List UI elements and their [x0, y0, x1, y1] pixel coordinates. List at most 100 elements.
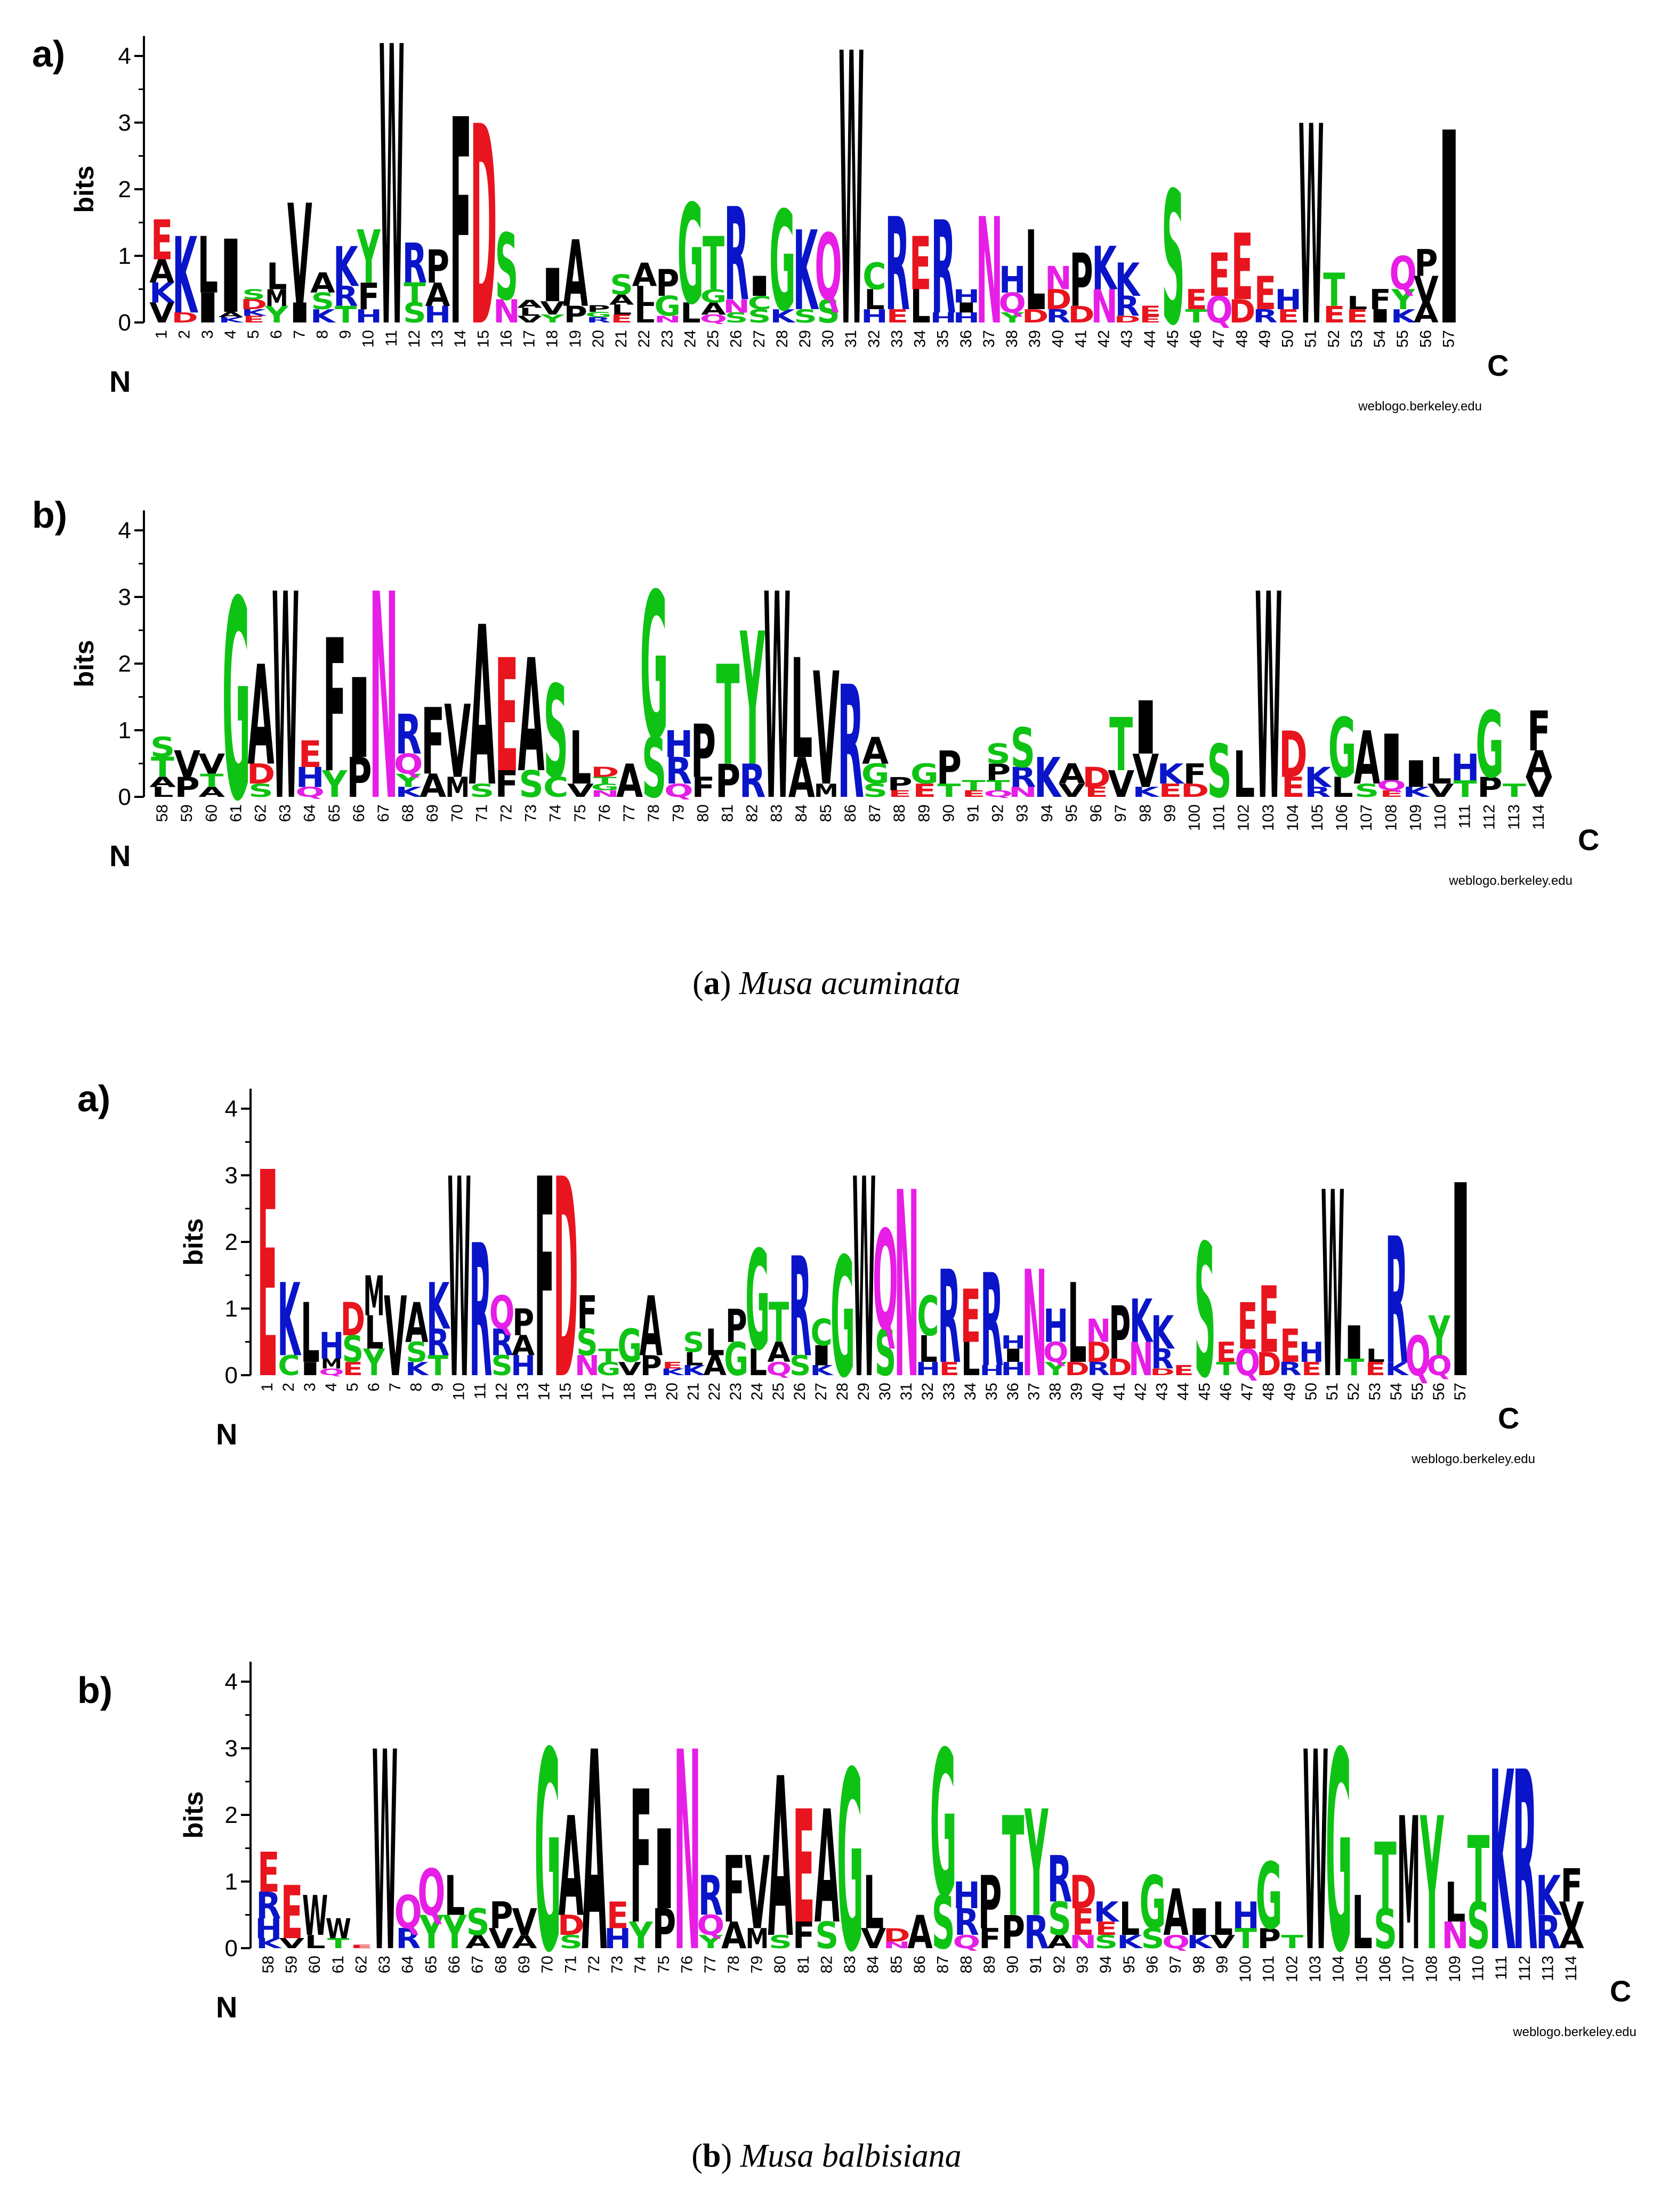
logo-letter: K: [661, 1367, 686, 1377]
n-terminus-label: N: [109, 839, 131, 873]
logo-letter: L: [1366, 1345, 1385, 1366]
logo-letter: D: [1069, 1866, 1096, 1919]
logo-letter: P: [1257, 1924, 1281, 1955]
position-label: 9: [337, 330, 354, 339]
logo-letter: S: [725, 310, 748, 326]
position-label: 21: [684, 1383, 702, 1400]
position-label: 96: [1087, 804, 1105, 822]
logo-letter: V: [1414, 269, 1439, 312]
logo-letter: K: [1130, 1287, 1154, 1356]
logo-letter: H: [953, 310, 980, 326]
position-label: 80: [771, 1956, 789, 1973]
logo-letter: D: [1068, 302, 1094, 328]
logo-letter: V: [517, 314, 543, 325]
logo-letter: R: [980, 1247, 1003, 1396]
logo-letter: H: [604, 1924, 631, 1955]
logo-letter: D: [1082, 762, 1111, 794]
logo-letter: K: [1094, 1897, 1120, 1928]
position-label: 13: [429, 330, 446, 348]
position-label: 79: [670, 804, 687, 822]
logo-letter: P: [986, 759, 1011, 786]
position-label: 51: [1302, 330, 1320, 348]
position-label: 68: [399, 804, 417, 822]
position-label: 11: [383, 330, 400, 346]
y-tick-label: 3: [225, 1735, 238, 1762]
logo-letter: A: [517, 297, 542, 310]
position-label: 89: [981, 1956, 998, 1973]
logo-letter: A: [1559, 1924, 1585, 1955]
position-label: 76: [679, 1956, 696, 1973]
logo-letter: R: [395, 703, 422, 767]
logo-letter: N: [1441, 1915, 1469, 1957]
logo-letter: K: [149, 278, 176, 310]
logo-letter: I: [1001, 1345, 1026, 1367]
logo-letter: S: [150, 731, 175, 763]
logo-letter: D: [1229, 293, 1255, 330]
logo-letter: W: [763, 534, 791, 864]
logo-letter: K: [1402, 784, 1431, 800]
position-label: 83: [841, 1956, 859, 1973]
logo-letter: R: [665, 749, 692, 792]
position-label: 86: [842, 804, 859, 822]
logo-letter: N: [1128, 1334, 1154, 1386]
logo-letter: G: [617, 1320, 642, 1373]
logo-letter: G: [640, 551, 668, 785]
logo-letter: H: [355, 305, 382, 327]
position-label: 43: [1154, 1383, 1171, 1400]
position-label: 99: [1213, 1956, 1231, 1973]
position-label: 81: [795, 1956, 812, 1973]
logo-letter: E: [913, 780, 936, 802]
logo-letter: F: [1527, 700, 1551, 764]
y-tick-label: 4: [118, 43, 131, 69]
logo-letter: E: [1323, 302, 1345, 328]
logo-letter: E: [1072, 1902, 1094, 1944]
position-label: 52: [1325, 330, 1343, 348]
logo-letter: R: [1151, 1343, 1174, 1375]
logo-letter: N: [723, 295, 750, 317]
logo-letter: V: [745, 1836, 770, 1952]
logo-letter: Y: [1000, 310, 1025, 326]
logo-letter: Y: [363, 1341, 385, 1384]
logo-letter: V: [174, 743, 200, 786]
y-axis-label: bits: [69, 640, 99, 688]
logo-letter: S: [519, 763, 543, 805]
logo-letter: W: [1299, 69, 1324, 387]
logo-letter: S: [863, 780, 888, 802]
logo-letter: C: [917, 1284, 939, 1348]
logo-letter: V: [567, 780, 594, 802]
position-label: 91: [1027, 1956, 1045, 1973]
position-label: 50: [1302, 1383, 1320, 1400]
logo-letter: S: [1010, 716, 1035, 780]
logo-letter: S: [1094, 1931, 1118, 1952]
logo-letter: T: [335, 302, 357, 328]
position-label: 74: [632, 1956, 649, 1973]
logo-letter: T: [327, 1935, 350, 1951]
logo-letter: F: [1560, 1859, 1583, 1912]
logo-letter: T: [769, 1291, 789, 1355]
logo-letter: I: [1377, 721, 1406, 795]
logo-letter: F: [577, 1287, 597, 1339]
logo-letter: G: [654, 291, 681, 323]
logo-letter: V: [861, 1924, 886, 1955]
logo-letter: V: [1108, 763, 1134, 805]
logo-letter: W: [372, 1694, 398, 2013]
logo-letter: S: [1141, 1924, 1164, 1955]
logo-letter: E: [1216, 1336, 1236, 1368]
logo-letter: C: [278, 1350, 300, 1382]
y-tick-label: 4: [225, 1669, 238, 1695]
position-label: 73: [522, 804, 540, 822]
position-label: 19: [567, 330, 584, 348]
position-label: 8: [408, 1383, 425, 1392]
caption-balbisiana: (b) Musa balbisiana: [691, 2138, 962, 2174]
logo-letter: Q: [1206, 289, 1233, 332]
position-label: 34: [912, 330, 929, 348]
position-label: 51: [1324, 1383, 1341, 1400]
position-label: 27: [812, 1383, 830, 1400]
logo-letter: F: [1369, 284, 1391, 316]
logo-letter: K: [810, 1363, 834, 1379]
logo-letter: C: [543, 771, 568, 803]
logo-letter: E: [257, 1841, 280, 1904]
logo-letter: R: [586, 316, 611, 324]
position-label: 40: [1090, 1383, 1107, 1400]
logo-letter: R: [1047, 1843, 1072, 1917]
